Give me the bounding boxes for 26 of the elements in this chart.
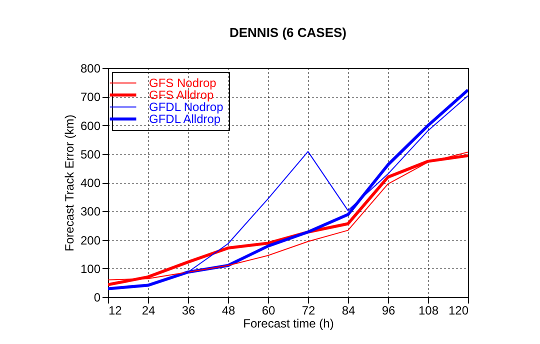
legend-label: GFDL Nodrop [149,100,224,114]
y-tick-label: 300 [80,204,101,219]
x-tick-label: 24 [142,304,156,318]
x-tick-label: 48 [222,304,236,318]
y-tick-label: 400 [80,176,101,190]
x-tick-label: 96 [382,304,396,318]
y-tick-label: 200 [80,233,101,248]
chart-title: DENNIS (6 CASES) [229,25,347,40]
y-tick-label: 600 [80,118,101,133]
x-tick-label: 12 [108,304,122,318]
x-tick-label: 36 [182,304,196,318]
x-tick-label: 108 [418,304,439,318]
x-axis-title: Forecast time (h) [243,316,334,330]
x-tick-label: 120 [448,304,469,318]
y-tick-label: 100 [80,262,101,276]
y-tick-label: 0 [94,290,101,304]
legend-label: GFS Nodrop [149,76,217,90]
legend-label: GFDL Alldrop [149,112,221,126]
x-tick-label: 72 [302,304,316,318]
y-tick-label: 800 [80,62,101,76]
x-tick-label: 84 [342,304,356,318]
legend-label: GFS Alldrop [149,88,214,102]
y-tick-label: 500 [80,147,101,162]
y-tick-label: 700 [80,90,101,104]
y-axis-title: Forecast Track Error (km) [62,114,76,252]
x-tick-label: 60 [262,304,276,318]
